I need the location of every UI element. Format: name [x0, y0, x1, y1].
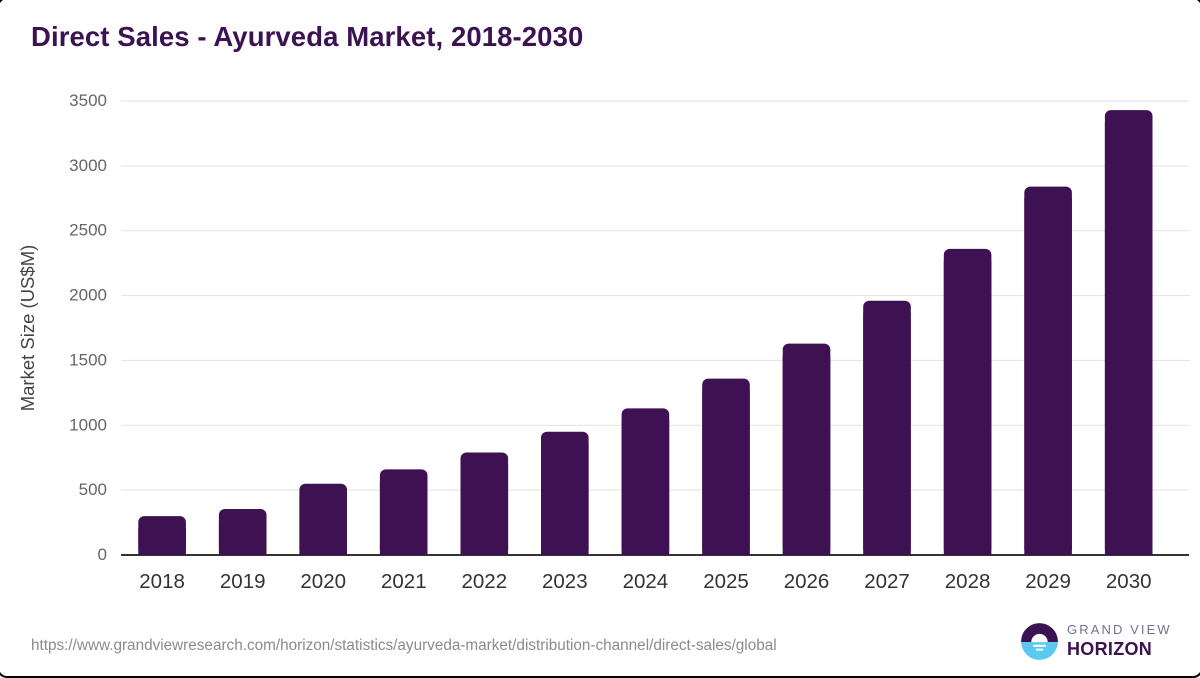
svg-text:2023: 2023 [542, 570, 588, 593]
svg-text:2019: 2019 [220, 570, 266, 593]
svg-text:Market Size (US$M): Market Size (US$M) [17, 245, 38, 412]
svg-text:2027: 2027 [864, 570, 910, 593]
svg-text:2029: 2029 [1025, 570, 1071, 593]
svg-text:0: 0 [98, 545, 107, 564]
svg-text:3000: 3000 [69, 156, 107, 175]
svg-text:3500: 3500 [69, 91, 107, 110]
svg-text:2018: 2018 [139, 570, 185, 593]
svg-text:2022: 2022 [461, 570, 507, 593]
svg-text:2030: 2030 [1106, 570, 1152, 593]
svg-text:2500: 2500 [69, 221, 107, 240]
svg-text:1000: 1000 [69, 415, 107, 434]
svg-text:2028: 2028 [945, 570, 991, 593]
svg-text:2024: 2024 [623, 570, 669, 593]
svg-text:2025: 2025 [703, 570, 749, 593]
svg-text:2020: 2020 [300, 570, 346, 593]
svg-text:1500: 1500 [69, 350, 107, 369]
svg-text:2026: 2026 [784, 570, 830, 593]
svg-text:2021: 2021 [381, 570, 427, 593]
svg-text:500: 500 [79, 480, 107, 499]
svg-text:2000: 2000 [69, 286, 107, 305]
